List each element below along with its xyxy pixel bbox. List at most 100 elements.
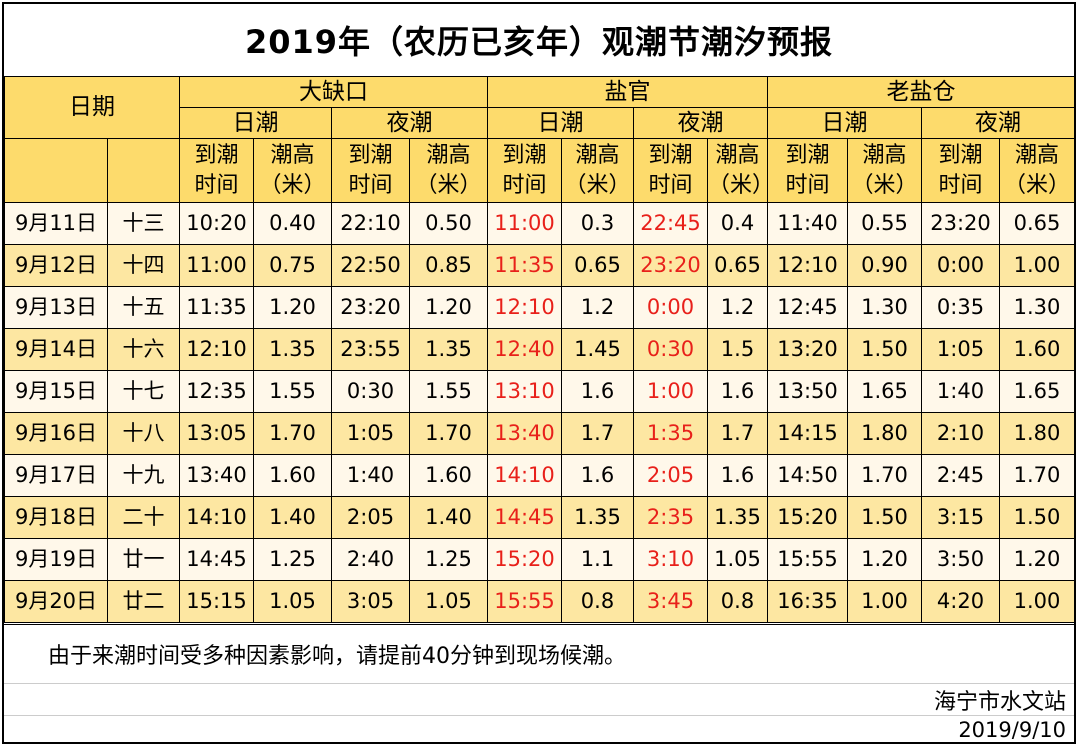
arrival-time-cell: 12:10 [767,244,848,287]
arrival-time-cell: 14:50 [767,454,848,497]
tide-height-cell: 1.2 [707,286,768,329]
tide-height-header: 潮高 （米） [847,138,922,203]
tide-height-cell: 1.35 [707,496,768,539]
date-cell: 9月15日 [4,370,108,413]
header-line: 潮高 [426,142,471,168]
header-line: 潮高 [1014,142,1059,168]
arrival-time-cell: 3:50 [921,538,1000,581]
tide-height-cell: 1.7 [707,412,768,455]
date-cell: 9月13日 [4,286,108,329]
arrival-time-cell: 22:50 [331,244,410,287]
arrival-time-cell: 22:45 [633,202,708,245]
tide-height-header: 潮高 （米） [561,138,634,203]
arrival-time-cell: 3:05 [331,580,410,623]
date-cell: 9月17日 [4,454,108,497]
station-header: 大缺口 [179,76,488,108]
station-header: 盐官 [487,76,768,108]
header-line: （米） [564,172,631,198]
header-line: 到潮 [502,142,547,168]
arrival-time-cell: 0:00 [633,286,708,329]
header-line: 时间 [785,172,830,198]
arrival-time-cell: 0:30 [633,328,708,371]
header-line: （米） [708,172,768,198]
tide-height-cell: 1.2 [561,286,634,329]
header-line: 潮高 [862,142,907,168]
tide-height-header: 潮高 （米） [409,138,488,203]
header-line: （米） [851,172,918,198]
tide-height-cell: 1.70 [847,454,922,497]
tide-height-cell: 1.35 [561,496,634,539]
tide-height-cell: 1.6 [561,370,634,413]
table-row: 9月13日 十五 11:35 1.20 23:20 1.20 12:10 1.2 0:00 1.2… [4,286,1075,329]
date-cell: 9月16日 [4,412,108,455]
table-row: 9月11日 十三 10:20 0.40 22:10 0.50 11:00 0.3 22:45 0.… [4,202,1075,245]
header-line: 时间 [348,172,393,198]
tide-height-cell: 1.20 [409,286,488,329]
arrival-time-cell: 15:20 [487,538,562,581]
tide-height-cell: 0.65 [707,244,768,287]
arrival-time-cell: 23:20 [633,244,708,287]
tide-height-cell: 1.55 [253,370,332,413]
arrival-time-cell: 3:45 [633,580,708,623]
tide-height-cell: 1.20 [999,538,1075,581]
header-line: 到潮 [648,142,693,168]
header-line: （米） [415,172,482,198]
table-row: 9月18日 二十 14:10 1.40 2:05 1.40 14:45 1.35 2:35 1.3… [4,496,1075,539]
arrival-time-header: 到潮 时间 [767,138,848,203]
tide-height-cell: 1.65 [847,370,922,413]
tide-height-cell: 1.40 [409,496,488,539]
tide-height-cell: 1.30 [999,286,1075,329]
arrival-time-cell: 1:40 [921,370,1000,413]
tide-height-cell: 1.80 [847,412,922,455]
lunar-date-cell: 十六 [107,328,180,371]
tide-height-cell: 1.50 [847,328,922,371]
tide-height-cell: 1.05 [707,538,768,581]
arrival-time-cell: 2:40 [331,538,410,581]
header-line: 潮高 [715,142,760,168]
arrival-time-cell: 12:10 [487,286,562,329]
date-cell: 9月20日 [4,580,108,623]
tide-height-cell: 1.6 [561,454,634,497]
arrival-time-cell: 16:35 [767,580,848,623]
night-tide-header: 夜潮 [921,107,1075,139]
arrival-time-cell: 10:20 [179,202,254,245]
tide-height-cell: 0.65 [999,202,1075,245]
header-line: 到潮 [348,142,393,168]
arrival-time-cell: 11:35 [487,244,562,287]
tide-height-cell: 1.00 [999,244,1075,287]
tide-height-cell: 1.70 [253,412,332,455]
tide-height-header: 潮高 （米） [999,138,1075,203]
table-row: 9月19日 廿一 14:45 1.25 2:40 1.25 15:20 1.1 3:10 1.05… [4,538,1075,581]
lunar-date-cell: 十五 [107,286,180,329]
tide-height-cell: 1.25 [253,538,332,581]
lunar-date-cell: 十九 [107,454,180,497]
arrival-time-cell: 14:45 [487,496,562,539]
date-cell: 9月11日 [4,202,108,245]
tide-height-cell: 1.60 [999,328,1075,371]
lunar-date-cell: 十八 [107,412,180,455]
tide-height-cell: 0.50 [409,202,488,245]
blank-header-cell [107,138,180,203]
date-cell: 9月14日 [4,328,108,371]
table-row: 9月15日 十七 12:35 1.55 0:30 1.55 13:10 1.6 1:00 1.6 1… [4,370,1075,413]
tide-height-cell: 1.70 [999,454,1075,497]
tide-height-cell: 1.00 [999,580,1075,623]
header-line: 时间 [502,172,547,198]
arrival-time-cell: 2:10 [921,412,1000,455]
tide-height-cell: 1.50 [999,496,1075,539]
tide-height-cell: 1.1 [561,538,634,581]
arrival-time-header: 到潮 时间 [633,138,708,203]
arrival-time-cell: 2:05 [331,496,410,539]
tide-height-cell: 0.90 [847,244,922,287]
arrival-time-cell: 15:20 [767,496,848,539]
arrival-time-cell: 1:05 [331,412,410,455]
arrival-time-cell: 13:20 [767,328,848,371]
tide-height-cell: 1.80 [999,412,1075,455]
date-cell: 9月12日 [4,244,108,287]
blank-header-cell [4,138,108,203]
arrival-time-header: 到潮 时间 [179,138,254,203]
arrival-time-cell: 11:00 [487,202,562,245]
tide-height-cell: 1.60 [253,454,332,497]
notice-text: 由于来潮时间受多种因素影响，请提前40分钟到现场候潮。 [4,624,1074,684]
